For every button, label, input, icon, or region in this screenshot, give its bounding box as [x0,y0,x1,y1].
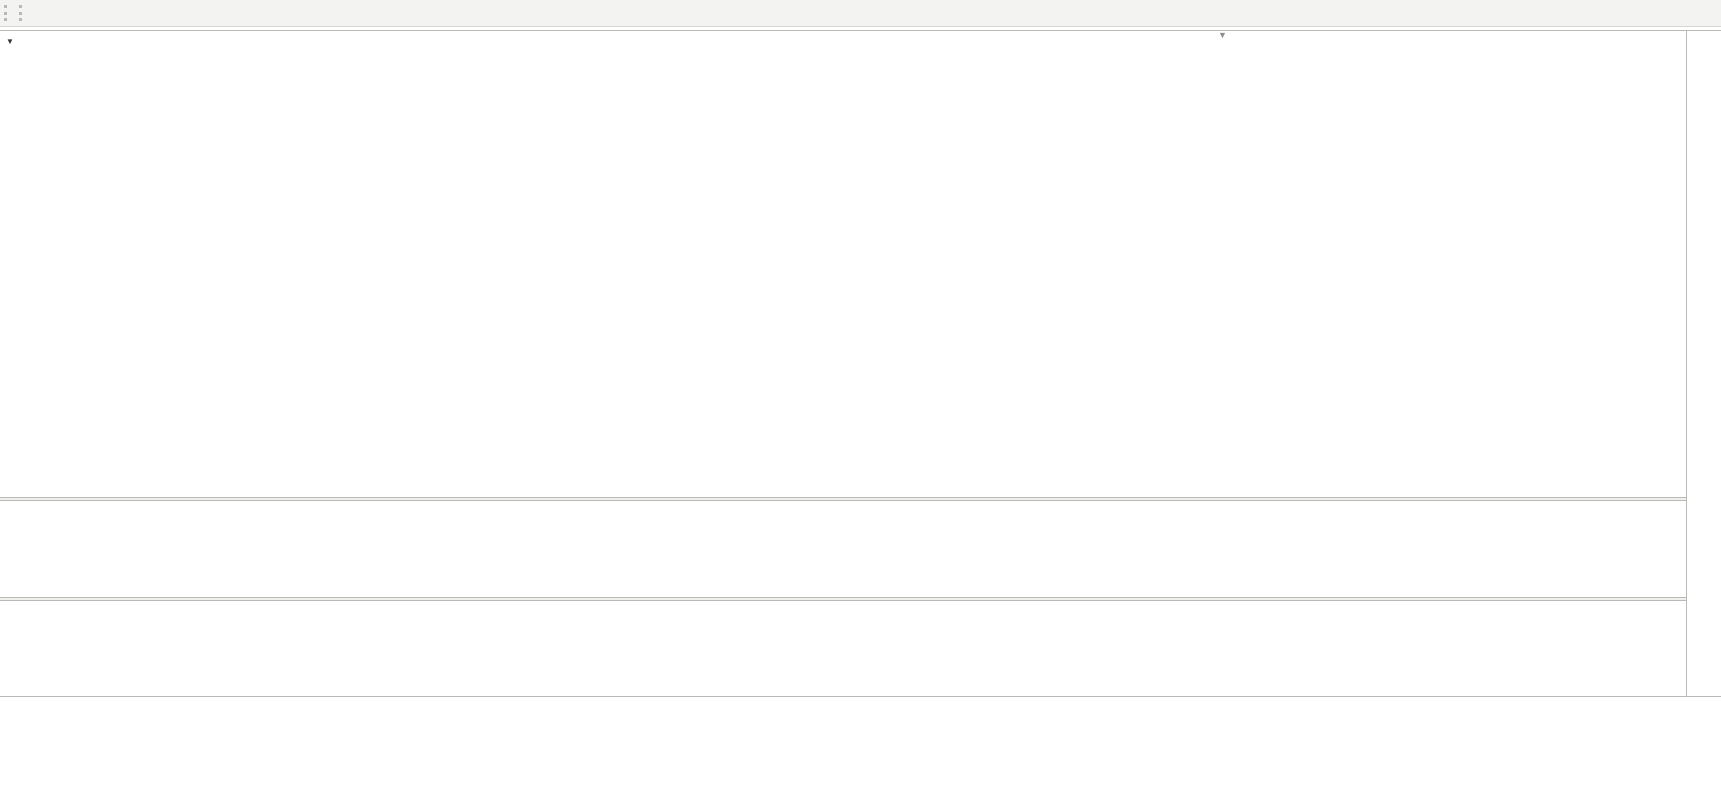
toolbar-grip[interactable] [19,5,25,21]
main-price-chart[interactable] [0,31,1686,497]
panel-splitter[interactable] [0,597,1721,601]
chart-title: ▼ [6,35,18,47]
chart-shift-marker-icon[interactable]: ▼ [1218,30,1227,40]
price-axis[interactable] [1687,31,1721,696]
expand-arrow-icon[interactable]: ▼ [6,37,14,46]
macd-indicator-panel[interactable] [0,501,1686,597]
panel-splitter[interactable] [0,497,1721,501]
price-axis-border [1686,31,1687,696]
toolbar-grip[interactable] [4,5,10,21]
chart-toolbar [0,0,1721,27]
chart-top-border [0,30,1721,31]
rsi-indicator-panel[interactable] [0,601,1686,696]
time-axis[interactable] [0,696,1721,793]
